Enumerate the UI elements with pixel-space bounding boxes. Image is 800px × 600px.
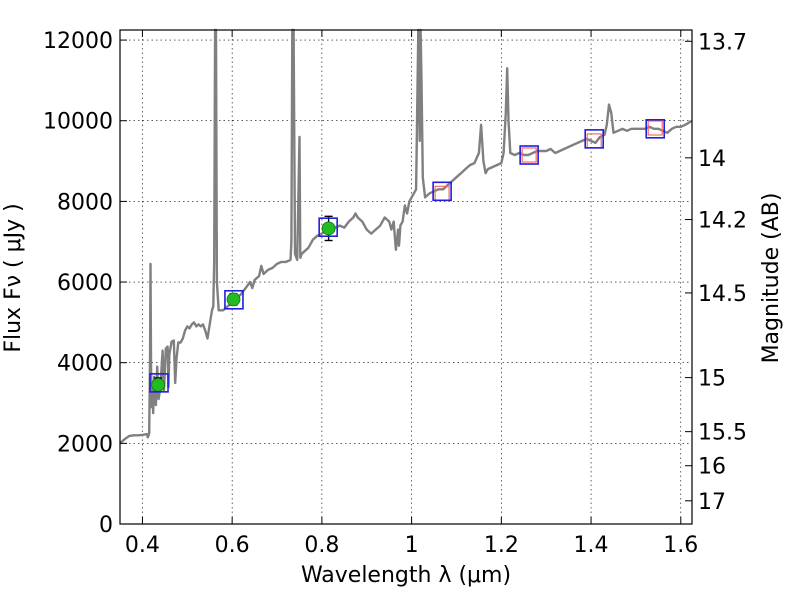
photometry-point <box>226 292 241 307</box>
y-tick-label: 10000 <box>43 110 113 135</box>
x-tick-label: 1 <box>405 533 419 558</box>
model-box-marker <box>224 289 244 310</box>
x-tick-label: 0.4 <box>125 533 160 558</box>
model-box-marker <box>519 145 539 165</box>
x-tick-label: 0.8 <box>304 533 339 558</box>
y-tick-label: 6000 <box>57 271 113 296</box>
right-tick-label: 14.2 <box>698 209 747 234</box>
x-axis-label: Wavelength λ (μm) <box>301 563 511 588</box>
x-tick-label: 1.2 <box>484 533 519 558</box>
x-tick-label: 1.4 <box>574 533 609 558</box>
y-tick-label: 0 <box>99 513 113 538</box>
y-axis-label-right: Magnitude (AB) <box>759 193 784 364</box>
spectrum-line <box>119 28 693 445</box>
right-tick-label: 13.7 <box>698 30 747 55</box>
model-box-marker <box>149 373 169 393</box>
photometry-point <box>151 377 166 392</box>
x-tick-label: 0.6 <box>215 533 250 558</box>
y-tick-label: 4000 <box>57 352 113 377</box>
grid-lines <box>120 30 692 525</box>
photometry-open-marker <box>521 147 537 163</box>
photometry-markers <box>149 119 666 393</box>
plot-frame <box>119 29 693 525</box>
right-tick-label: 16 <box>698 455 726 480</box>
spectrum-series <box>119 28 693 445</box>
model-box-marker <box>584 129 604 149</box>
y-axis-label-left: Flux Fν ( μJy ) <box>1 203 26 352</box>
x-tick-label: 1.6 <box>663 533 698 558</box>
right-tick-label: 14.5 <box>698 282 747 307</box>
y-tick-label: 12000 <box>43 29 113 54</box>
x-axis-ticks: 0.4 0.6 0.8 1 1.2 1.4 1.6 <box>125 30 698 558</box>
y-tick-label: 8000 <box>57 190 113 215</box>
y-tick-label: 2000 <box>57 432 113 457</box>
photometry-point <box>321 221 336 236</box>
right-tick-label: 15.5 <box>698 421 747 446</box>
right-tick-label: 15 <box>698 367 726 392</box>
photometry-open-marker <box>647 120 663 136</box>
y-axis-ticks: 0 2000 4000 6000 8000 10000 12000 <box>43 29 127 538</box>
right-tick-label: 17 <box>698 490 726 515</box>
model-box-marker <box>645 119 666 139</box>
right-axis-ticks: 13.7 14 14.2 14.5 15 15.5 16 17 <box>685 30 747 515</box>
model-box-marker <box>318 217 338 237</box>
right-tick-label: 14 <box>698 147 726 172</box>
model-box-marker <box>432 181 452 202</box>
